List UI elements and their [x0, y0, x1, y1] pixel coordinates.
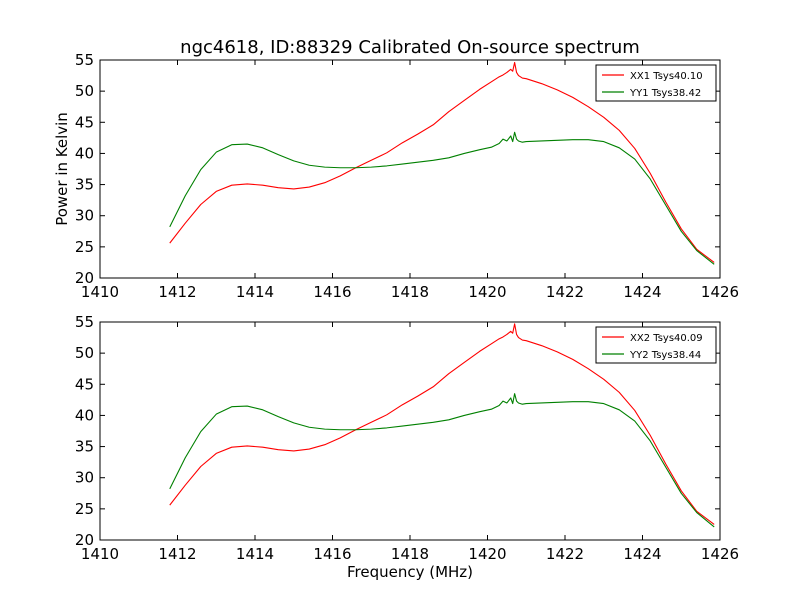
x-tick-label: 1414 — [236, 545, 274, 563]
x-axis-label: Frequency (MHz) — [347, 563, 473, 581]
x-tick-label: 1426 — [701, 283, 739, 301]
x-tick-label: 1424 — [623, 545, 661, 563]
x-tick-label: 1412 — [158, 545, 196, 563]
y-axis-label: Power in Kelvin — [53, 112, 71, 226]
legend-box — [595, 64, 717, 102]
series-line-xx1-tsys40-10 — [169, 61, 715, 263]
x-tick-label: 1422 — [546, 545, 584, 563]
x-tick-label: 1410 — [81, 545, 119, 563]
y-tick-label: 40 — [75, 406, 94, 424]
chart-title: ngc4618, ID:88329 Calibrated On-source s… — [180, 37, 640, 58]
legend-box — [595, 326, 717, 364]
x-tick-label: 1412 — [158, 283, 196, 301]
legend-label: YY1 Tsys38.42 — [629, 88, 701, 99]
y-tick-label: 20 — [75, 531, 94, 549]
x-tick-label: 1418 — [391, 283, 429, 301]
x-tick-label: 1420 — [468, 283, 506, 301]
y-tick-label: 50 — [75, 82, 94, 100]
y-tick-label: 45 — [75, 113, 94, 131]
y-tick-label: 50 — [75, 344, 94, 362]
legend-label: XX1 Tsys40.10 — [630, 71, 703, 82]
top-panel: 1410 1412 1414 1416 1418 1420 1422 1424 1426 20 25… — [75, 51, 739, 301]
y-tick-label: 40 — [75, 144, 94, 162]
y-tick-label: 35 — [75, 176, 94, 194]
legend-label: YY2 Tsys38.44 — [629, 350, 701, 361]
y-tick-label: 25 — [75, 238, 94, 256]
y-tick-label: 55 — [75, 313, 94, 331]
y-tick-label: 25 — [75, 500, 94, 518]
series-line-yy1-tsys38-42 — [169, 131, 715, 265]
series-line-yy2-tsys38-44 — [169, 393, 715, 528]
y-tick-label: 30 — [75, 469, 94, 487]
x-tick-label: 1426 — [701, 545, 739, 563]
legend-label: XX2 Tsys40.09 — [630, 333, 703, 344]
y-tick-label: 45 — [75, 375, 94, 393]
x-tick-label: 1422 — [546, 283, 584, 301]
y-tick-label: 20 — [75, 269, 94, 287]
x-tick-label: 1424 — [623, 283, 661, 301]
x-tick-label: 1414 — [236, 283, 274, 301]
x-tick-label: 1420 — [468, 545, 506, 563]
y-tick-label: 30 — [75, 207, 94, 225]
x-tick-label: 1410 — [81, 283, 119, 301]
y-tick-label: 55 — [75, 51, 94, 69]
series-line-xx2-tsys40-09 — [169, 323, 715, 525]
bottom-panel: 1410 1412 1414 1416 1418 1420 1422 1424 1426 20 25… — [75, 313, 739, 563]
x-tick-label: 1416 — [313, 545, 351, 563]
x-tick-label: 1418 — [391, 545, 429, 563]
y-tick-label: 35 — [75, 438, 94, 456]
x-tick-label: 1416 — [313, 283, 351, 301]
